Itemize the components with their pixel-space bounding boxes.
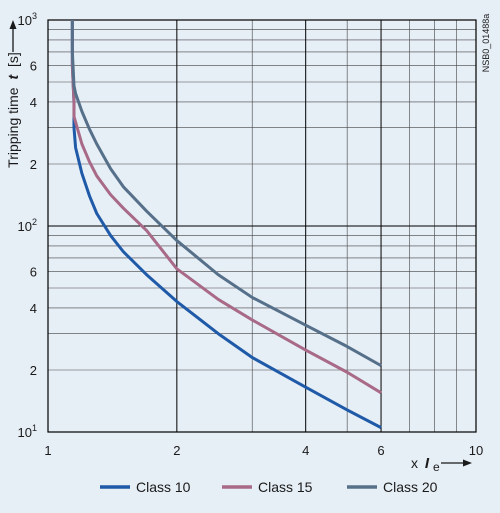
y-tick-label: 4 [30, 95, 37, 110]
y-tick-base: 4 [30, 301, 37, 316]
tripping-curves [70, 20, 382, 429]
x-tick-label: 4 [302, 443, 309, 458]
y-tick-label: 6 [30, 265, 37, 280]
legend-item-class-20: Class 20 [347, 479, 438, 495]
x-tick-label: 6 [377, 443, 384, 458]
y-tick-base: 6 [30, 59, 37, 74]
series-line-class-15 [70, 20, 382, 395]
y-tick-label: 103 [18, 11, 37, 28]
x-axis-arrow [441, 459, 472, 467]
y-tick-base: 6 [30, 265, 37, 280]
y-tick-exponent: 3 [32, 11, 37, 21]
legend-label: Class 10 [136, 479, 191, 495]
legend: Class 10 Class 15 Class 20 [100, 479, 438, 495]
x-axis-prefix: x [411, 455, 418, 471]
legend-label: Class 15 [258, 479, 313, 495]
y-tick-base: 10 [18, 219, 32, 234]
y-tick-exponent: 1 [32, 423, 37, 433]
figure-code: NSB0_01488a [481, 14, 491, 73]
x-axis-symbol: I [425, 455, 430, 472]
legend-item-class-15: Class 15 [222, 479, 313, 495]
svg-text:x I e: x I e [411, 455, 440, 474]
y-tick-label: 102 [18, 217, 37, 234]
y-axis-unit: [s] [5, 52, 21, 67]
x-axis-ticks: 1 2 4 6 10 [44, 443, 483, 458]
minor-gridlines [48, 20, 476, 432]
y-tick-label: 6 [30, 59, 37, 74]
svg-text:Tripping time t [s: Tripping time t [s] [5, 52, 21, 168]
y-axis-label: Tripping time [5, 87, 21, 168]
x-axis-subscript: e [433, 460, 440, 474]
x-tick-label: 1 [44, 443, 51, 458]
x-tick-label: 2 [173, 443, 180, 458]
x-axis-title: x I e [411, 455, 472, 474]
y-tick-base: 10 [18, 425, 32, 440]
y-tick-label: 2 [30, 157, 37, 172]
y-tick-label: 101 [18, 423, 37, 440]
y-tick-base: 4 [30, 95, 37, 110]
legend-item-class-10: Class 10 [100, 479, 191, 495]
y-axis-arrow [9, 20, 17, 52]
y-tick-base: 2 [30, 157, 37, 172]
legend-label: Class 20 [383, 479, 438, 495]
y-tick-label: 4 [30, 301, 37, 316]
x-tick-label: 10 [469, 443, 483, 458]
y-axis-symbol: t [5, 74, 21, 80]
y-tick-base: 10 [18, 13, 32, 28]
y-tick-exponent: 2 [32, 217, 37, 227]
plot-frame [47, 19, 477, 433]
y-tick-label: 2 [30, 363, 37, 378]
y-axis-title: Tripping time t [s] [5, 52, 21, 168]
y-tick-base: 2 [30, 363, 37, 378]
series-line-class-20 [70, 20, 382, 367]
